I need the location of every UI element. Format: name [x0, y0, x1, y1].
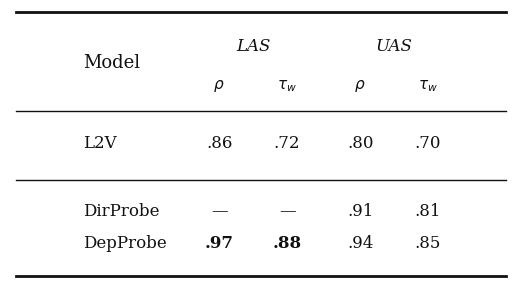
- Text: .72: .72: [274, 135, 300, 153]
- Text: $\rho$: $\rho$: [213, 78, 225, 94]
- Text: UAS: UAS: [376, 37, 412, 55]
- Text: .97: .97: [205, 235, 234, 252]
- Text: .81: .81: [415, 203, 441, 220]
- Text: .86: .86: [206, 135, 232, 153]
- Text: $\tau_w$: $\tau_w$: [277, 79, 297, 94]
- Text: —: —: [279, 203, 295, 220]
- Text: L2V: L2V: [84, 135, 117, 153]
- Text: .70: .70: [415, 135, 441, 153]
- Text: .91: .91: [347, 203, 373, 220]
- Text: $\rho$: $\rho$: [354, 78, 366, 94]
- Text: .80: .80: [347, 135, 373, 153]
- Text: Model: Model: [84, 54, 140, 72]
- Text: LAS: LAS: [236, 37, 270, 55]
- Text: DirProbe: DirProbe: [84, 203, 160, 220]
- Text: DepProbe: DepProbe: [84, 235, 167, 252]
- Text: .85: .85: [415, 235, 441, 252]
- Text: .88: .88: [272, 235, 302, 252]
- Text: $\tau_w$: $\tau_w$: [418, 79, 438, 94]
- Text: .94: .94: [347, 235, 373, 252]
- Text: —: —: [211, 203, 228, 220]
